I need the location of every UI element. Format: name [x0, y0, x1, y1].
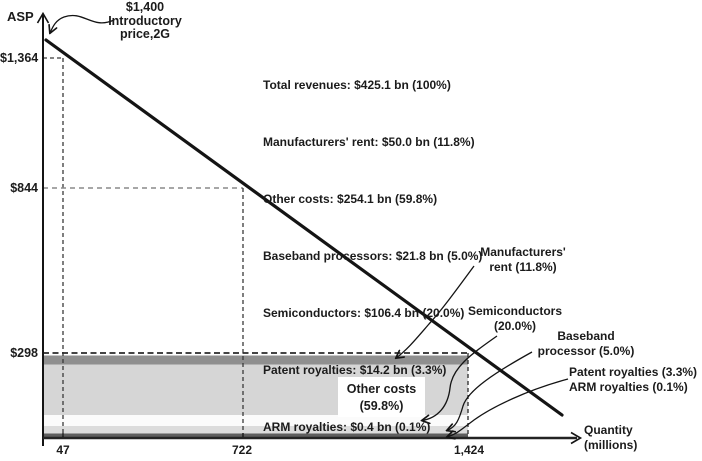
label-patent-royalties: Patent royalties (3.3%)	[569, 365, 698, 379]
label-arm-royalties: ARM royalties (0.1%)	[569, 380, 688, 394]
other-costs-label-box	[338, 377, 425, 417]
arrow-semiconductors	[422, 335, 498, 421]
intro-price-line3: price,2G	[119, 27, 171, 41]
summary-baseband: Baseband processors: $21.8 bn (5.0%)	[263, 249, 483, 263]
summary-arm-royalties: ARM royalties: $0.4 bn (0.1%)	[263, 420, 431, 434]
label-semiconductors: Semiconductors (20.0%)	[467, 304, 563, 333]
summary-manufacturers-rent: Manufacturers' rent: $50.0 bn (11.8%)	[263, 135, 475, 149]
summary-semiconductors: Semiconductors: $106.4 bn (20.0%)	[263, 306, 465, 320]
summary-other-costs: Other costs: $254.1 bn (59.8%)	[263, 192, 438, 206]
band-semiconductors	[44, 415, 468, 426]
label-baseband-processor: Baseband processor (5.0%)	[537, 329, 635, 358]
intro-price-line2: Introductory	[108, 13, 182, 28]
y-axis-title: ASP	[7, 9, 34, 24]
y-tick-844: $844	[10, 181, 38, 195]
y-axis-arrowhead	[36, 11, 50, 24]
x-axis-arrowhead	[570, 431, 583, 445]
x-tick-722: 722	[231, 443, 253, 457]
y-tick-1364: $1,364	[0, 51, 39, 65]
x-tick-1424: 1,424	[453, 443, 485, 457]
arrow-patent-arm-royalties	[447, 378, 569, 437]
demand-curve-line	[44, 38, 564, 417]
label-other-costs: Other costs (59.8%)	[346, 382, 417, 413]
intro-price-annotation: $1,400 Introductory price,2G	[93, 0, 197, 42]
band-manufacturers-rent	[44, 355, 468, 365]
cost-summary-block: Total revenues: $425.1 bn (100%) Manufac…	[263, 38, 482, 461]
band-baseband-processor	[44, 426, 468, 434]
summary-total-revenues: Total revenues: $425.1 bn (100%)	[263, 78, 451, 92]
x-axis-title-line1: Quantity	[584, 423, 633, 437]
x-tick-47: 47	[56, 443, 70, 457]
label-manufacturers-rent: Manufacturers' rent (11.8%)	[480, 245, 566, 274]
summary-patent-royalties: Patent royalties: $14.2 bn (3.3%)	[263, 363, 447, 377]
arrow-manufacturers-rent	[396, 265, 475, 358]
x-axis-ticks	[62, 433, 244, 437]
intro-price-line1: $1,400	[125, 0, 165, 14]
x-axis-title-line2: (millions)	[584, 437, 638, 452]
y-tick-298: $298	[10, 346, 38, 360]
arrow-baseband-processor	[447, 351, 533, 431]
arrow-intro-price	[50, 14, 115, 33]
band-patent-arm-royalties	[44, 433, 468, 438]
x-axis-title: Quantity (millions)	[584, 423, 637, 452]
